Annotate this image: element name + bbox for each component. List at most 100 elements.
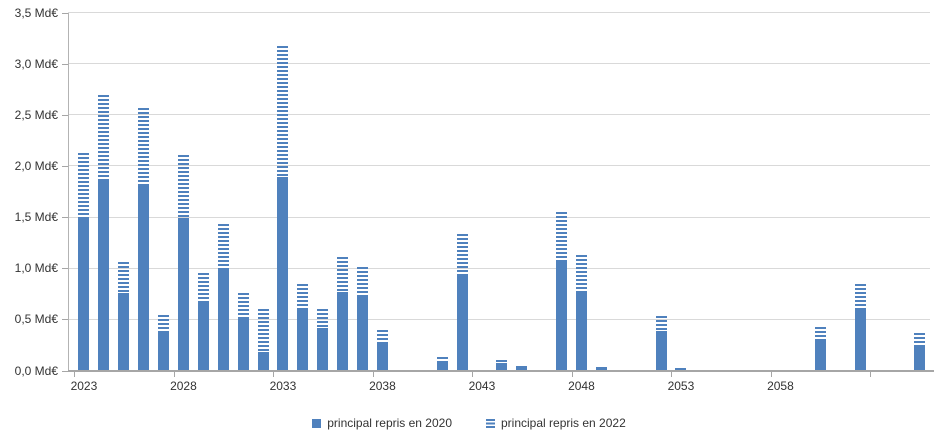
y-axis-tick-label: 3,5 Md€ bbox=[14, 5, 58, 20]
plot-area bbox=[68, 12, 930, 371]
bar-2036 bbox=[337, 257, 349, 371]
x-axis-tick-label: 2023 bbox=[70, 379, 98, 393]
bar-segment-repris-2022 bbox=[337, 257, 349, 293]
y-axis-tick-label: 1,5 Md€ bbox=[14, 210, 58, 225]
bar-segment-repris-2022 bbox=[914, 333, 926, 346]
bar-segment-repris-2020 bbox=[78, 218, 90, 371]
bar-segment-repris-2022 bbox=[138, 108, 150, 186]
x-axis-tick bbox=[870, 372, 871, 377]
bar-segment-repris-2020 bbox=[575, 291, 587, 371]
bar-segment-repris-2020 bbox=[297, 309, 309, 371]
x-axis-tick bbox=[472, 372, 473, 377]
bar-2025 bbox=[118, 261, 130, 371]
bar-segment-repris-2020 bbox=[217, 267, 229, 371]
x-axis-tick bbox=[173, 372, 175, 377]
bar-segment-repris-2022 bbox=[158, 314, 170, 333]
bar-segment-repris-2022 bbox=[675, 367, 687, 369]
bar-segment-repris-2020 bbox=[496, 362, 508, 371]
y-axis-tick-label: 0,0 Md€ bbox=[14, 363, 58, 378]
gridline bbox=[68, 267, 930, 269]
legend-item-repris-2022: principal repris en 2022 bbox=[486, 416, 626, 430]
gridline bbox=[68, 12, 930, 13]
legend-item-repris-2020: principal repris en 2020 bbox=[312, 416, 452, 430]
bar-segment-repris-2020 bbox=[277, 176, 289, 371]
y-axis-tick-label: 3,0 Md€ bbox=[14, 56, 58, 71]
bar-segment-repris-2022 bbox=[456, 233, 468, 275]
bar-2027 bbox=[158, 314, 170, 371]
bar-2038 bbox=[376, 330, 388, 371]
bar-segment-repris-2022 bbox=[376, 330, 388, 344]
bar-segment-repris-2022 bbox=[118, 261, 130, 294]
bar-segment-repris-2020 bbox=[376, 343, 388, 371]
bar-2030 bbox=[217, 223, 229, 371]
legend: principal repris en 2020 principal repri… bbox=[0, 416, 938, 430]
bar-2032 bbox=[257, 308, 269, 371]
bar-segment-repris-2020 bbox=[118, 293, 130, 371]
bar-segment-repris-2020 bbox=[556, 260, 568, 371]
bar-segment-repris-2022 bbox=[516, 365, 528, 368]
x-axis-tick-label: 2033 bbox=[269, 379, 297, 393]
bar-segment-repris-2020 bbox=[337, 292, 349, 371]
bar-segment-repris-2020 bbox=[655, 331, 667, 371]
bar-2029 bbox=[197, 272, 209, 371]
x-axis-tick-label: 2038 bbox=[369, 379, 396, 393]
bar-segment-repris-2020 bbox=[357, 297, 369, 371]
y-axis-tick bbox=[62, 319, 68, 321]
bar-2044 bbox=[496, 359, 508, 371]
bar-2035 bbox=[317, 308, 329, 371]
bar-2065 bbox=[914, 333, 926, 371]
bar-segment-repris-2022 bbox=[177, 155, 189, 218]
bar-segment-repris-2020 bbox=[914, 345, 926, 371]
bar-segment-repris-2020 bbox=[317, 328, 329, 371]
x-axis-tick bbox=[74, 372, 75, 377]
bar-2047 bbox=[556, 212, 568, 371]
x-axis-tick-label: 2028 bbox=[170, 379, 197, 393]
bar-segment-repris-2022 bbox=[436, 356, 448, 361]
bar-segment-repris-2022 bbox=[237, 293, 249, 317]
x-axis-tick-label: 2058 bbox=[767, 379, 794, 393]
bar-segment-repris-2022 bbox=[655, 315, 667, 332]
bar-2060 bbox=[814, 327, 826, 371]
bar-2034 bbox=[297, 284, 309, 371]
bar-2024 bbox=[98, 94, 110, 371]
bar-segment-repris-2020 bbox=[436, 360, 448, 371]
x-axis-tick bbox=[571, 372, 573, 377]
bar-2048 bbox=[575, 255, 587, 371]
bar-segment-repris-2022 bbox=[197, 272, 209, 303]
x-axis-tick-label: 2048 bbox=[568, 379, 595, 393]
bar-segment-repris-2022 bbox=[496, 359, 508, 363]
bar-2053 bbox=[675, 367, 687, 371]
y-axis-tick bbox=[62, 165, 68, 167]
y-axis-line bbox=[68, 13, 69, 371]
x-axis-tick-label: 2053 bbox=[667, 379, 695, 393]
bar-segment-repris-2020 bbox=[177, 217, 189, 371]
bar-segment-repris-2020 bbox=[197, 302, 209, 371]
bar-segment-repris-2022 bbox=[98, 94, 110, 179]
y-axis-tick bbox=[62, 268, 68, 270]
legend-swatch-striped-icon bbox=[486, 418, 495, 428]
x-axis-tick bbox=[671, 372, 672, 377]
bar-2062 bbox=[854, 284, 866, 371]
bar-segment-repris-2020 bbox=[814, 339, 826, 371]
bar-segment-repris-2022 bbox=[854, 284, 866, 310]
bar-segment-repris-2022 bbox=[814, 327, 826, 340]
bar-2026 bbox=[138, 108, 150, 371]
gridline bbox=[68, 165, 930, 167]
x-axis-tick bbox=[372, 372, 374, 377]
bar-segment-repris-2022 bbox=[277, 45, 289, 177]
bar-segment-repris-2020 bbox=[854, 309, 866, 371]
y-axis-tick bbox=[62, 12, 68, 14]
bar-segment-repris-2022 bbox=[78, 153, 90, 219]
bar-segment-repris-2020 bbox=[98, 178, 110, 371]
bar-2023 bbox=[78, 153, 90, 371]
bar-segment-repris-2022 bbox=[217, 223, 229, 268]
bar-2049 bbox=[595, 366, 607, 371]
bar-segment-repris-2020 bbox=[138, 185, 150, 371]
y-axis-tick bbox=[62, 370, 68, 372]
x-axis-tick bbox=[770, 372, 772, 377]
bar-segment-repris-2020 bbox=[158, 332, 170, 371]
y-axis-tick bbox=[62, 63, 68, 65]
bar-segment-repris-2022 bbox=[297, 284, 309, 310]
y-axis-tick-label: 2,5 Md€ bbox=[14, 107, 58, 122]
bar-2041 bbox=[436, 356, 448, 371]
